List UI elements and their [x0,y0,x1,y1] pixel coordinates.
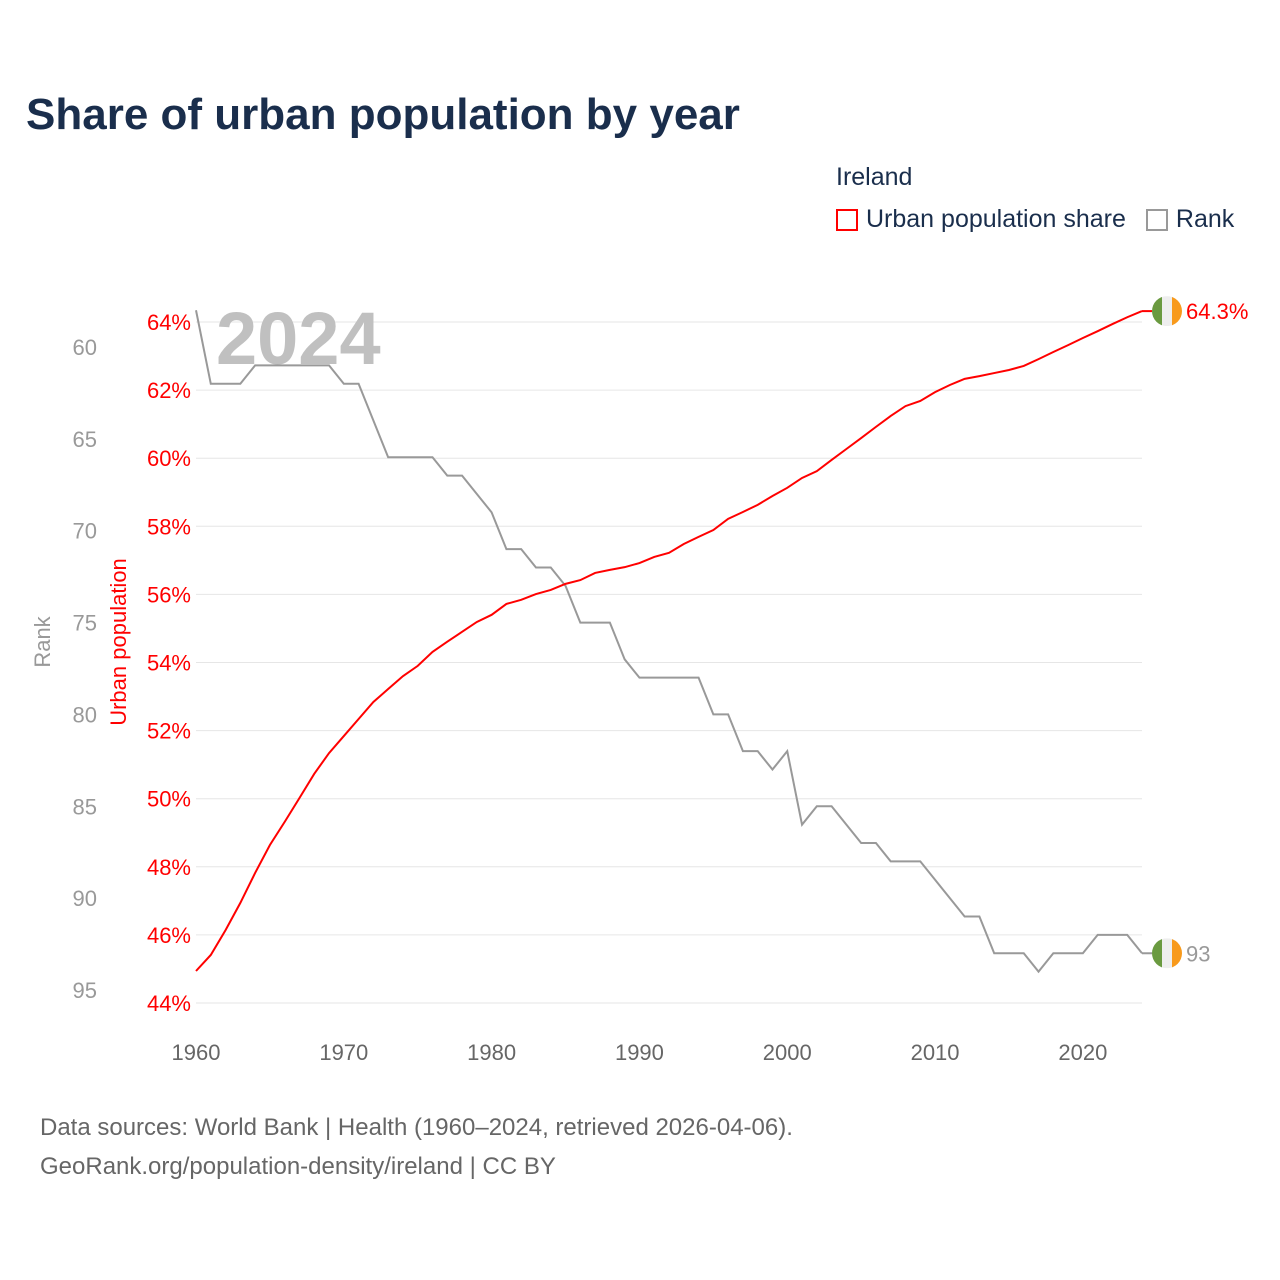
rank-tick-label: 85 [73,794,97,819]
source-line-2[interactable]: GeoRank.org/population-density/ireland |… [40,1153,556,1180]
ireland-flag-icon-urban [1152,296,1182,327]
year-watermark: 2024 [216,297,381,380]
x-tick-label: 2010 [911,1040,960,1065]
rank-tick-label: 95 [73,978,97,1003]
urban-tick-label: 62% [147,378,191,403]
urban-line [195,310,1143,972]
urban-tick-label: 54% [147,651,191,676]
legend-swatch-rank [1145,208,1168,231]
urban-end-label: 64.3% [1186,299,1248,324]
urban-axis-label: Urban population [106,558,131,726]
x-tick-label: 2020 [1058,1040,1107,1065]
chart-title: Share of urban population by year [26,90,740,139]
legend-label-urban: Urban population share [866,205,1126,233]
urban-tick-label: 50% [147,787,191,812]
legend: Urban population share Rank [836,205,1254,234]
urban-tick-label: 58% [147,514,191,539]
urban-tick-label: 64% [147,310,191,335]
legend-label-rank: Rank [1175,205,1235,233]
rank-tick-label: 80 [73,702,97,727]
legend-swatch-urban [836,208,858,231]
x-tick-label: 1980 [467,1040,516,1065]
legend-item-rank[interactable]: Rank [1145,205,1235,234]
ireland-flag-icon-rank [1152,938,1182,969]
x-tick-label: 1960 [172,1040,221,1065]
urban-tick-label: 56% [147,582,191,607]
x-tick-label: 2000 [763,1040,812,1065]
source-note: Data sources: World Bank | Health (1960–… [40,1108,793,1186]
legend-title: Ireland [836,163,913,191]
rank-end-label: 93 [1186,941,1210,966]
rank-tick-label: 60 [73,335,97,360]
rank-line [195,310,1143,974]
urban-tick-label: 44% [147,991,191,1016]
urban-tick-label: 60% [147,446,191,471]
x-tick-label: 1970 [319,1040,368,1065]
source-line-1: Data sources: World Bank | Health (1960–… [40,1114,793,1141]
rank-tick-label: 90 [73,886,97,911]
rank-axis-label: Rank [30,615,55,667]
urban-tick-label: 52% [147,719,191,744]
rank-tick-label: 70 [73,519,97,544]
rank-tick-label: 75 [73,611,97,636]
legend-item-urban[interactable]: Urban population share [836,205,1126,234]
x-tick-label: 1990 [615,1040,664,1065]
urban-tick-label: 46% [147,923,191,948]
urban-tick-label: 48% [147,855,191,880]
rank-tick-label: 65 [73,427,97,452]
